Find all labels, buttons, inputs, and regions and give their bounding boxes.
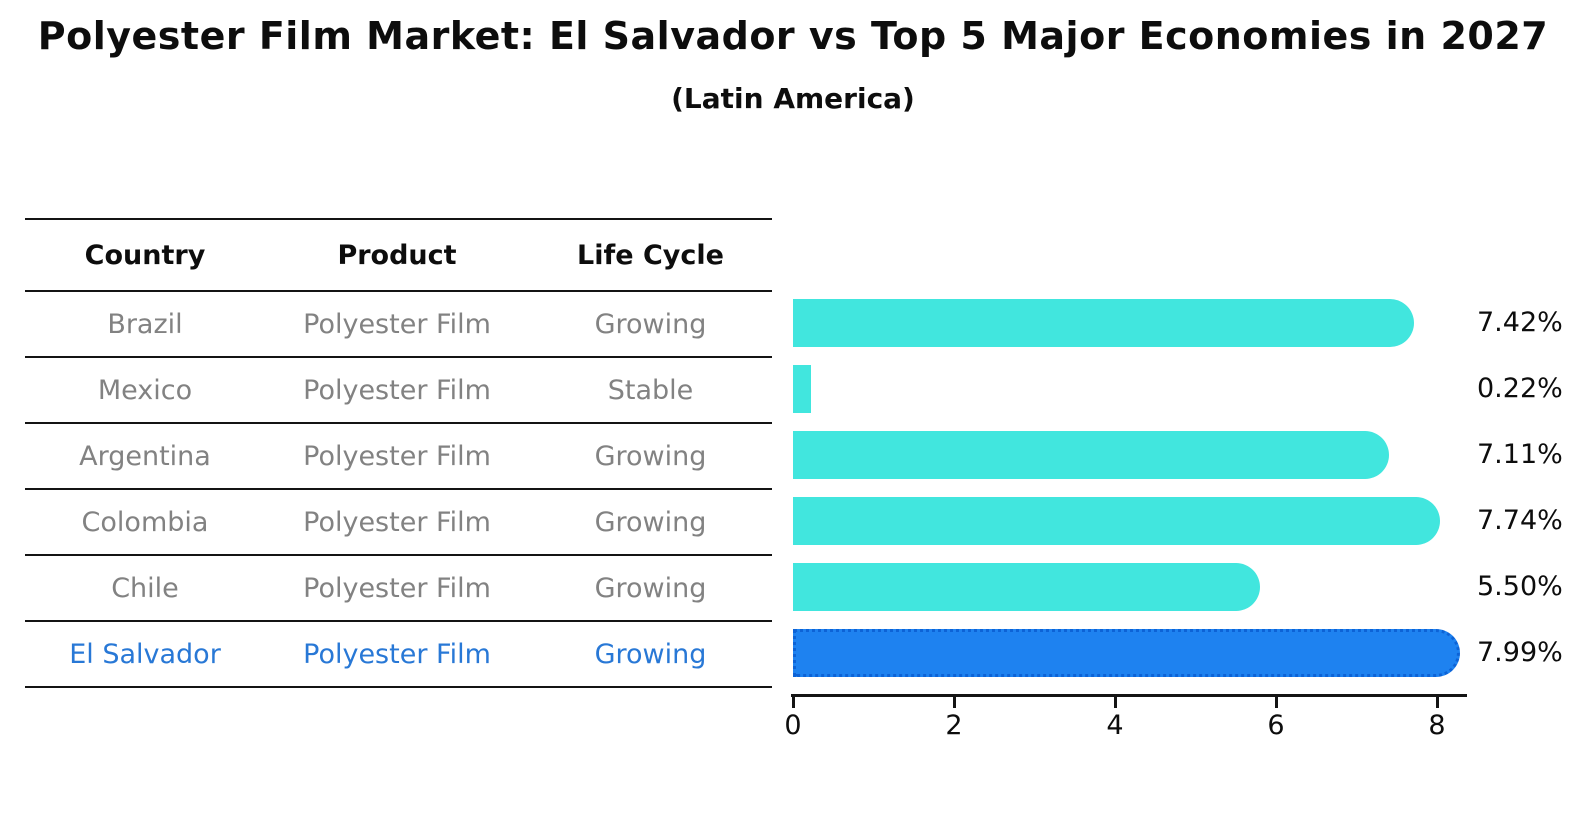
x-axis-tick [1113, 697, 1117, 708]
table-cell-life-cycle: Growing [594, 506, 707, 538]
table-cell-life-cycle: Growing [594, 572, 707, 604]
value-label: 5.50% [1477, 571, 1563, 602]
bar-chart: 7.42% 0.22% 7.11% 7.74% 5.50% 7.99% 0 2 4 6 8 [784, 290, 1586, 770]
table-cell-country: Colombia [81, 506, 209, 538]
page-subtitle: (Latin America) [671, 82, 915, 115]
bar [793, 431, 1390, 479]
x-axis-tick [952, 697, 956, 708]
bar [793, 365, 811, 413]
table-header-country: Country [84, 239, 206, 271]
x-axis-tick-label: 4 [1106, 710, 1124, 741]
data-table: Country Product Life Cycle Brazil Polyes… [25, 218, 772, 688]
bar-highlight [793, 629, 1461, 677]
page-title: Polyester Film Market: El Salvador vs To… [37, 14, 1549, 58]
value-label: 7.99% [1477, 637, 1563, 668]
x-axis-tick-label: 2 [945, 710, 963, 741]
table-row: El Salvador Polyester Film Growing [25, 622, 772, 688]
x-axis-tick [1274, 697, 1278, 708]
value-label: 0.22% [1477, 373, 1563, 404]
x-axis-line [791, 694, 1467, 697]
table-row: Chile Polyester Film Growing [25, 556, 772, 622]
table-cell-country: Brazil [107, 308, 183, 340]
table-row: Mexico Polyester Film Stable [25, 358, 772, 424]
x-axis-tick-label: 6 [1267, 710, 1285, 741]
bar [793, 563, 1260, 611]
table-row: Argentina Polyester Film Growing [25, 424, 772, 490]
x-axis-tick [1435, 697, 1439, 708]
x-axis-tick-label: 0 [784, 710, 802, 741]
table-row: Brazil Polyester Film Growing [25, 292, 772, 358]
table-cell-life-cycle: Stable [607, 374, 694, 406]
table-cell-product: Polyester Film [303, 308, 491, 340]
bar [793, 299, 1415, 347]
table-cell-product: Polyester Film [303, 374, 491, 406]
table-header-product: Product [337, 239, 457, 271]
bar [793, 497, 1441, 545]
value-label: 7.74% [1477, 505, 1563, 536]
table-cell-life-cycle: Growing [594, 440, 707, 472]
table-cell-country: Chile [111, 572, 179, 604]
table-header-row: Country Product Life Cycle [25, 220, 772, 292]
table-cell-product: Polyester Film [303, 572, 491, 604]
table-cell-country: Mexico [97, 374, 193, 406]
value-label: 7.11% [1477, 439, 1563, 470]
x-axis-tick-label: 8 [1428, 710, 1446, 741]
table-cell-life-cycle: Growing [594, 638, 707, 670]
table-row: Colombia Polyester Film Growing [25, 490, 772, 556]
table-cell-country: El Salvador [69, 638, 221, 670]
table-cell-country: Argentina [79, 440, 211, 472]
table-header-life-cycle: Life Cycle [577, 239, 724, 271]
table-cell-product: Polyester Film [303, 638, 491, 670]
table-cell-product: Polyester Film [303, 440, 491, 472]
value-label: 7.42% [1477, 307, 1563, 338]
x-axis-tick [791, 697, 795, 708]
table-cell-product: Polyester Film [303, 506, 491, 538]
table-cell-life-cycle: Growing [594, 308, 707, 340]
